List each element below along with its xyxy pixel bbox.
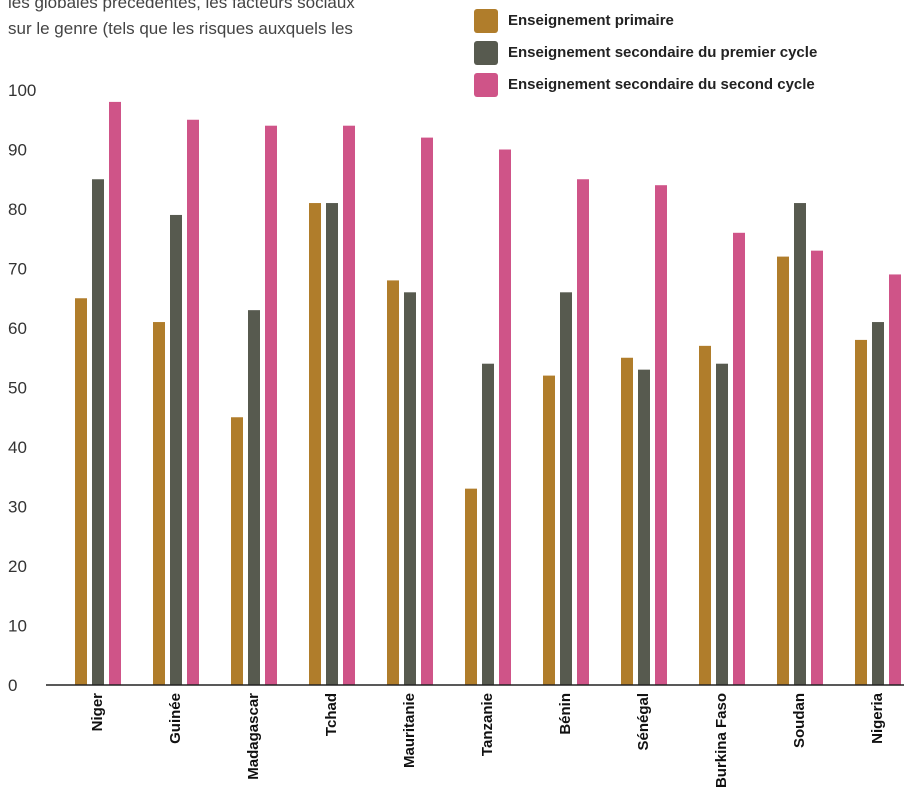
legend-swatch-primaire <box>474 8 498 33</box>
intro-line-2: sur le genre (tels que les risques auxqu… <box>8 19 353 38</box>
x-tick-label: Madagascar <box>245 693 262 780</box>
bar <box>109 101 121 685</box>
y-tick-label: 30 <box>8 498 27 517</box>
legend-item-primaire: Enseignement primaire <box>474 8 817 33</box>
bar <box>465 488 477 685</box>
y-axis: 0 10 20 30 40 50 60 70 80 90 100 <box>8 81 36 695</box>
legend-label-primaire: Enseignement primaire <box>508 12 674 29</box>
bar <box>248 310 260 685</box>
legend-swatch-secondaire-premier-cycle <box>474 40 498 65</box>
bar <box>153 322 165 685</box>
x-tick-label: Bénin <box>557 693 574 735</box>
x-tick-label: Soudan <box>791 693 808 748</box>
y-tick-label: 20 <box>8 557 27 576</box>
bar <box>343 125 355 685</box>
bar <box>387 280 399 685</box>
x-tick-label: Mauritanie <box>401 693 418 768</box>
bar <box>421 137 433 686</box>
bar <box>794 203 806 686</box>
bar <box>621 357 633 685</box>
y-tick-label: 40 <box>8 438 27 457</box>
bar <box>326 203 338 686</box>
bar <box>75 298 87 685</box>
y-tick-label: 80 <box>8 200 27 219</box>
bar <box>777 256 789 685</box>
intro-line-1: les globales précédentes, les facteurs s… <box>8 0 355 12</box>
bar <box>187 119 199 685</box>
chart-legend: Enseignement primaire Enseignement secon… <box>474 8 817 104</box>
bars <box>75 101 901 686</box>
x-tick-label: Sénégal <box>635 693 652 751</box>
bar <box>716 363 728 685</box>
y-tick-label: 50 <box>8 379 27 398</box>
x-axis-labels: Niger Guinée Madagascar Tchad Mauritanie Tanz… <box>89 692 886 788</box>
bar <box>404 292 416 685</box>
bar <box>309 203 321 686</box>
legend-label-secondaire-premier-cycle: Enseignement secondaire du premier cycle <box>508 44 818 61</box>
x-tick-label: Niger <box>89 693 106 732</box>
bar <box>811 250 823 685</box>
bar <box>872 322 884 685</box>
x-tick-label: Guinée <box>167 693 184 744</box>
bar <box>889 274 901 685</box>
bar <box>577 179 589 685</box>
bar <box>482 363 494 685</box>
y-tick-label: 70 <box>8 260 27 279</box>
bar <box>231 417 243 685</box>
y-tick-label: 100 <box>8 81 36 100</box>
y-tick-label: 60 <box>8 319 27 338</box>
legend-item-secondaire-second-cycle: Enseignement secondaire du second cycle <box>474 72 817 97</box>
bar <box>699 345 711 685</box>
y-tick-label: 0 <box>8 676 17 695</box>
bar <box>655 185 667 685</box>
bar <box>855 339 867 685</box>
x-tick-label: Tanzanie <box>479 693 496 756</box>
bar <box>560 292 572 685</box>
x-tick-label: Tchad <box>323 693 340 736</box>
intro-text: les globales précédentes, les facteurs s… <box>8 0 438 42</box>
bar <box>92 179 104 685</box>
legend-label-secondaire-second-cycle: Enseignement secondaire du second cycle <box>508 76 815 93</box>
bar <box>733 232 745 686</box>
bar <box>543 375 555 685</box>
y-tick-label: 10 <box>8 617 27 636</box>
x-tick-label: Nigeria <box>869 692 886 744</box>
legend-item-secondaire-premier-cycle: Enseignement secondaire du premier cycle <box>474 40 817 65</box>
bar <box>265 125 277 685</box>
bar <box>638 369 650 685</box>
x-tick-label: Burkina Faso <box>713 693 730 788</box>
legend-swatch-secondaire-second-cycle <box>474 72 498 97</box>
bar <box>499 149 511 685</box>
y-tick-label: 90 <box>8 141 27 160</box>
bar <box>170 214 182 685</box>
